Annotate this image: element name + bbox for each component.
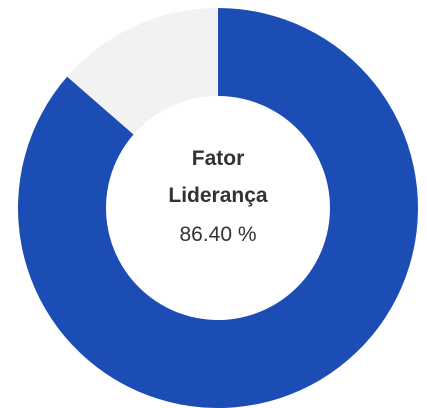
donut-segment bbox=[67, 7, 219, 135]
chart-title: Fator Liderança bbox=[168, 147, 268, 207]
donut-segment bbox=[17, 8, 418, 408]
value-label: 86.40 % bbox=[179, 223, 257, 246]
center-label: Fator Liderança 86.40 % bbox=[143, 140, 293, 250]
